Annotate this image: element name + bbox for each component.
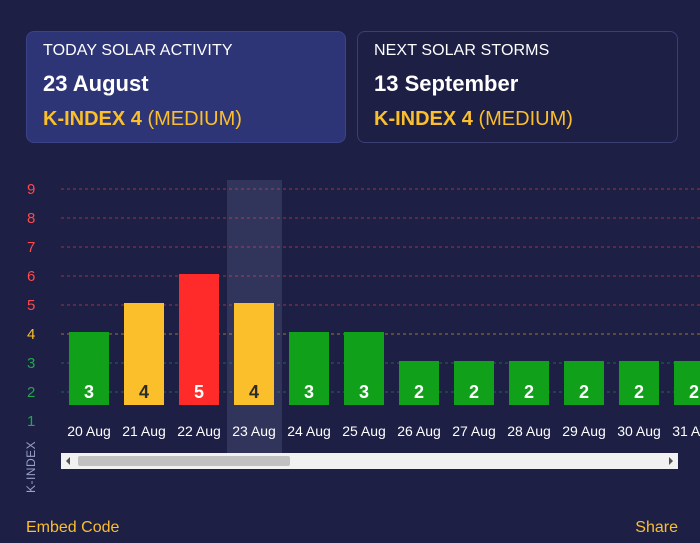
- bar-value-label: 4: [139, 382, 149, 402]
- bar-value-label: 2: [634, 382, 644, 402]
- share-link[interactable]: Share: [635, 519, 678, 536]
- bar-value-label: 2: [524, 382, 534, 402]
- y-tick-label-9: 9: [27, 181, 35, 198]
- x-tick-label: 23 Aug: [232, 423, 276, 439]
- bar-value-label: 2: [414, 382, 424, 402]
- bar-value-label: 2: [469, 382, 479, 402]
- today-solar-activity-card: TODAY SOLAR ACTIVITY 23 August K-INDEX 4…: [26, 31, 346, 143]
- y-tick-label-7: 7: [27, 239, 35, 256]
- next-card-date: 13 September: [374, 71, 519, 96]
- bar-21-aug: [124, 303, 164, 405]
- bar-value-label: 5: [194, 382, 204, 402]
- bar-31-aug: [674, 361, 700, 405]
- y-axis-title: K-INDEX: [24, 440, 38, 493]
- today-kindex-severity: (MEDIUM): [147, 108, 242, 130]
- bar-26-aug: [399, 361, 439, 405]
- bar-value-label: 2: [579, 382, 589, 402]
- y-tick-label-5: 5: [27, 297, 35, 314]
- scroll-right-arrow-icon[interactable]: [669, 457, 673, 465]
- y-tick-label-8: 8: [27, 210, 35, 227]
- y-tick-label-3: 3: [27, 355, 35, 372]
- next-kindex-severity: (MEDIUM): [478, 108, 573, 130]
- bar-value-label: 3: [359, 382, 369, 402]
- scroll-left-arrow-icon[interactable]: [66, 457, 70, 465]
- x-tick-label: 31 Aug: [672, 423, 700, 439]
- y-tick-label-6: 6: [27, 268, 35, 285]
- next-solar-storms-card: NEXT SOLAR STORMS 13 September K-INDEX 4…: [357, 31, 678, 143]
- bar-20-aug: [69, 332, 109, 405]
- bar-value-label: 3: [84, 382, 94, 402]
- x-tick-label: 25 Aug: [342, 423, 386, 439]
- y-tick-label-1: 1: [27, 413, 35, 430]
- x-tick-label: 20 Aug: [67, 423, 111, 439]
- today-card-label: TODAY SOLAR ACTIVITY: [43, 42, 233, 59]
- chart-horizontal-scrollbar[interactable]: [61, 453, 678, 469]
- bar-value-label: 3: [304, 382, 314, 402]
- scrollbar-thumb[interactable]: [78, 456, 290, 466]
- today-kindex: K-INDEX 4 (MEDIUM): [43, 108, 329, 131]
- bar-23-aug: [234, 303, 274, 405]
- bar-27-aug: [454, 361, 494, 405]
- bar-value-label: 4: [249, 382, 259, 402]
- next-card-label: NEXT SOLAR STORMS: [374, 42, 550, 59]
- bar-25-aug: [344, 332, 384, 405]
- kindex-bar-chart: 1 2 3 4 5 6 7 8 9 3 20 Aug 4 21 Aug 5 22 Aug 4 23 Aug 3 24…: [27, 180, 700, 453]
- x-tick-label: 24 Aug: [287, 423, 331, 439]
- bar-29-aug: [564, 361, 604, 405]
- y-tick-label-4: 4: [27, 326, 35, 343]
- bar-value-label: 2: [689, 382, 699, 402]
- x-tick-label: 29 Aug: [562, 423, 606, 439]
- x-tick-label: 30 Aug: [617, 423, 661, 439]
- x-tick-label: 27 Aug: [452, 423, 496, 439]
- bar-28-aug: [509, 361, 549, 405]
- x-tick-label: 22 Aug: [177, 423, 221, 439]
- x-tick-label: 26 Aug: [397, 423, 441, 439]
- today-card-date: 23 August: [43, 71, 149, 96]
- next-kindex-value: K-INDEX 4: [374, 108, 473, 130]
- embed-code-link[interactable]: Embed Code: [26, 519, 120, 536]
- next-kindex: K-INDEX 4 (MEDIUM): [374, 108, 661, 131]
- today-kindex-value: K-INDEX 4: [43, 108, 142, 130]
- y-tick-label-2: 2: [27, 384, 35, 401]
- bar-30-aug: [619, 361, 659, 405]
- bar-22-aug: [179, 274, 219, 405]
- x-tick-label: 21 Aug: [122, 423, 166, 439]
- x-tick-label: 28 Aug: [507, 423, 551, 439]
- bar-24-aug: [289, 332, 329, 405]
